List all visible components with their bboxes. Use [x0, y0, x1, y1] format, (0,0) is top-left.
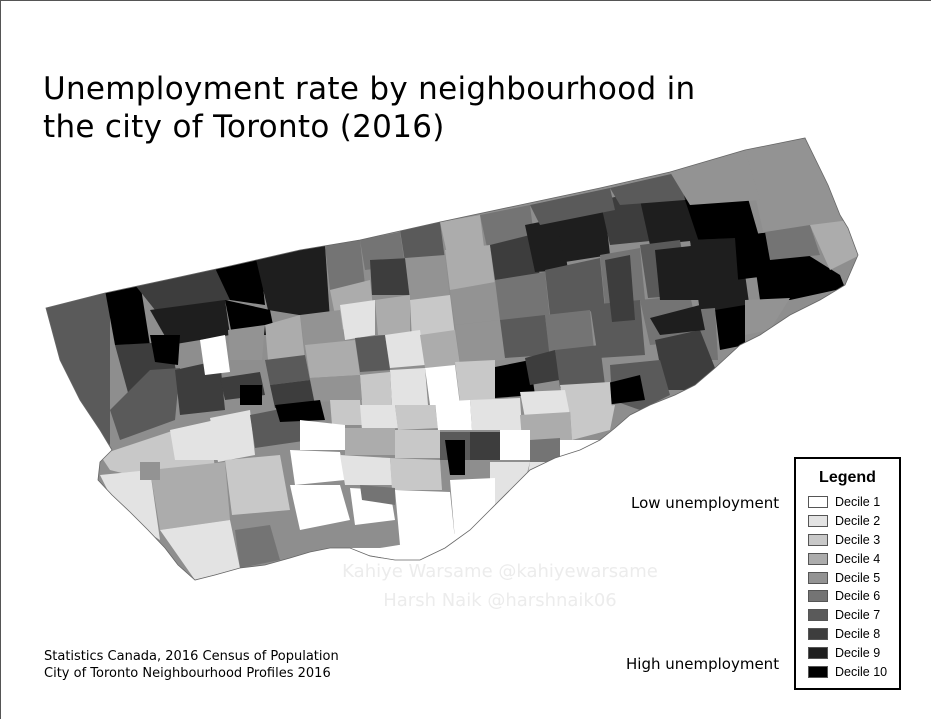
legend-swatch	[808, 665, 828, 678]
legend-label: Decile 5	[835, 570, 881, 585]
watermark-author-2: Harsh Naik @harshnaik06	[383, 590, 617, 611]
legend-label: Decile 2	[835, 514, 881, 529]
source-line-2: City of Toronto Neighbourhood Profiles 2…	[44, 666, 331, 681]
legend-swatch	[808, 552, 828, 565]
legend-label: Decile 4	[835, 551, 881, 566]
legend-item-decile-4: Decile 4	[796, 549, 899, 568]
legend-item-decile-7: Decile 7	[796, 606, 899, 625]
legend-item-decile-8: Decile 8	[796, 625, 899, 644]
legend-swatch	[808, 496, 828, 509]
legend-item-decile-6: Decile 6	[796, 587, 899, 606]
title-line-1: Unemployment rate by neighbourhood in	[43, 71, 696, 107]
source-line-1: Statistics Canada, 2016 Census of Popula…	[44, 649, 339, 664]
legend-item-decile-1: Decile 1	[796, 493, 899, 512]
high-unemployment-label: High unemployment	[626, 655, 780, 673]
legend-label: Decile 3	[835, 532, 881, 547]
source-note: Statistics Canada, 2016 Census of Popula…	[44, 648, 339, 682]
legend-swatch	[808, 646, 828, 659]
legend-swatch	[808, 627, 828, 640]
legend-item-decile-2: Decile 2	[796, 512, 899, 531]
legend-swatch	[808, 590, 828, 603]
legend-swatch	[808, 609, 828, 622]
map-title: Unemployment rate by neighbourhood in th…	[43, 70, 743, 146]
legend-label: Decile 9	[835, 645, 881, 660]
legend-item-decile-5: Decile 5	[796, 568, 899, 587]
legend-item-decile-10: Decile 10	[796, 662, 899, 681]
legend-swatch	[808, 571, 828, 584]
legend-label: Decile 6	[835, 589, 881, 604]
legend-label: Decile 8	[835, 626, 881, 641]
legend-label: Decile 1	[835, 495, 881, 510]
legend-item-decile-9: Decile 9	[796, 643, 899, 662]
legend-swatch	[808, 533, 828, 546]
low-unemployment-label: Low unemployment	[631, 494, 780, 512]
legend-label: Decile 10	[835, 664, 888, 679]
legend-label: Decile 7	[835, 608, 881, 623]
legend-item-decile-3: Decile 3	[796, 531, 899, 550]
legend-items: Decile 1 Decile 2 Decile 3 Decile 4 Decile 5…	[796, 493, 899, 681]
watermark-author-1: Kahiye Warsame @kahiyewarsame	[342, 561, 658, 582]
legend-title: Legend	[819, 469, 876, 486]
title-line-2: the city of Toronto (2016)	[43, 109, 445, 145]
legend-swatch	[808, 515, 828, 528]
